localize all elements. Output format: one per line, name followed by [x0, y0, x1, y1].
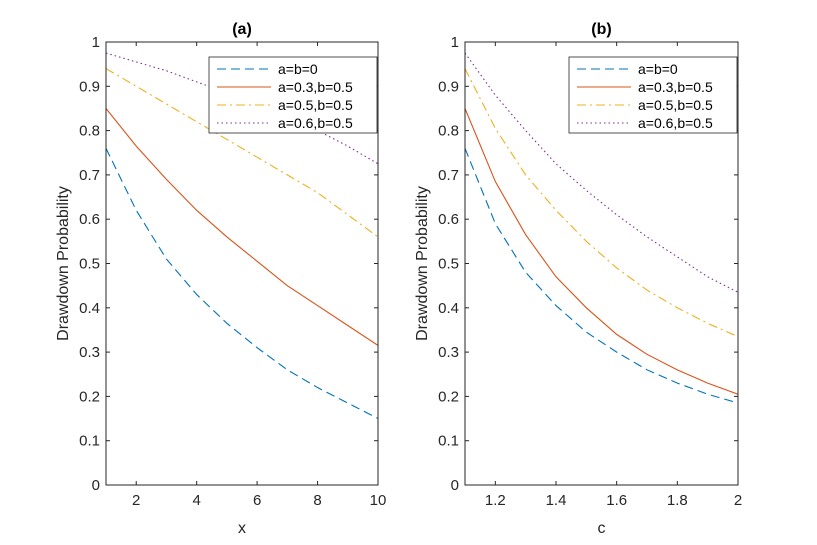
- legend-label: a=0.5,b=0.5: [638, 97, 713, 113]
- y-tick-label: 0: [451, 477, 459, 494]
- y-tick-label: 0.8: [79, 123, 100, 140]
- series-line-2: [465, 108, 738, 395]
- y-tick-label: 0.7: [79, 167, 100, 184]
- y-tick-label: 0.3: [438, 344, 459, 361]
- x-tick-label: 8: [313, 492, 321, 509]
- x-tick-label: 4: [192, 492, 200, 509]
- series-line-4: [465, 52, 738, 293]
- legend: a=b=0 a=0.3,b=0.5 a=0.5,b=0.5 a=0.6,b=0.5: [568, 56, 738, 134]
- legend-box: [208, 56, 378, 134]
- x-tick-label: 1.2: [485, 492, 506, 509]
- x-tick-label: 1.8: [667, 492, 688, 509]
- x-tick-label: 2: [132, 492, 140, 509]
- y-tick-label: 0.7: [438, 167, 459, 184]
- legend-label: a=0.6,b=0.5: [638, 115, 713, 131]
- legend-label: a=0.6,b=0.5: [278, 115, 353, 131]
- series-line-1: [465, 148, 738, 404]
- x-axis-label: x: [238, 520, 246, 537]
- x-axis-label: c: [598, 520, 606, 537]
- x-tick-label: 2: [734, 492, 742, 509]
- series-line-3: [465, 68, 738, 338]
- panel-a: 2 4 6 8 10 0 0.1 0.2 0.3 0.4 0.5 0.6 0.7 0.8 0.9 1 (a) x D…: [55, 21, 386, 537]
- series-line-2: [106, 108, 378, 346]
- y-tick-label: 0.5: [438, 256, 459, 273]
- chart-title: (a): [232, 21, 252, 38]
- y-tick-label: 0.9: [79, 78, 100, 95]
- y-tick-label: 0.8: [438, 123, 459, 140]
- x-tick-label: 6: [253, 492, 261, 509]
- legend-box: [568, 56, 738, 134]
- y-axis-label: Drawdown Probability: [55, 186, 72, 341]
- x-tick-label: 10: [370, 492, 387, 509]
- y-tick-label: 0.4: [438, 300, 459, 317]
- y-tick-label: 0.2: [79, 388, 100, 405]
- x-tick-label: 1.6: [606, 492, 627, 509]
- y-tick-label: 1: [92, 34, 100, 51]
- chart-title: (b): [591, 21, 611, 38]
- y-tick-label: 0: [92, 477, 100, 494]
- y-tick-label: 0.4: [79, 300, 100, 317]
- x-tick-label: 1.4: [546, 492, 567, 509]
- panel-b: 1.2 1.4 1.6 1.8 2 0 0.1 0.2 0.3 0.4 0.5 0.6 0.7 0.8 0.…: [414, 21, 742, 537]
- y-tick-label: 1: [451, 34, 459, 51]
- y-tick-label: 0.5: [79, 256, 100, 273]
- y-tick-label: 0.2: [438, 388, 459, 405]
- legend-label: a=0.5,b=0.5: [278, 97, 353, 113]
- series-line-3: [106, 68, 378, 238]
- series-line-1: [106, 148, 378, 420]
- legend: a=b=0 a=0.3,b=0.5 a=0.5,b=0.5 a=0.6,b=0.5: [208, 56, 378, 134]
- y-axis-label: Drawdown Probability: [414, 186, 431, 341]
- legend-label: a=b=0: [278, 61, 318, 77]
- y-tick-label: 0.9: [438, 78, 459, 95]
- y-tick-label: 0.1: [438, 433, 459, 450]
- legend-label: a=0.3,b=0.5: [638, 79, 713, 95]
- legend-label: a=0.3,b=0.5: [278, 79, 353, 95]
- y-tick-label: 0.6: [79, 211, 100, 228]
- y-tick-label: 0.1: [79, 433, 100, 450]
- y-tick-label: 0.6: [438, 211, 459, 228]
- y-tick-label: 0.3: [79, 344, 100, 361]
- legend-label: a=b=0: [638, 61, 678, 77]
